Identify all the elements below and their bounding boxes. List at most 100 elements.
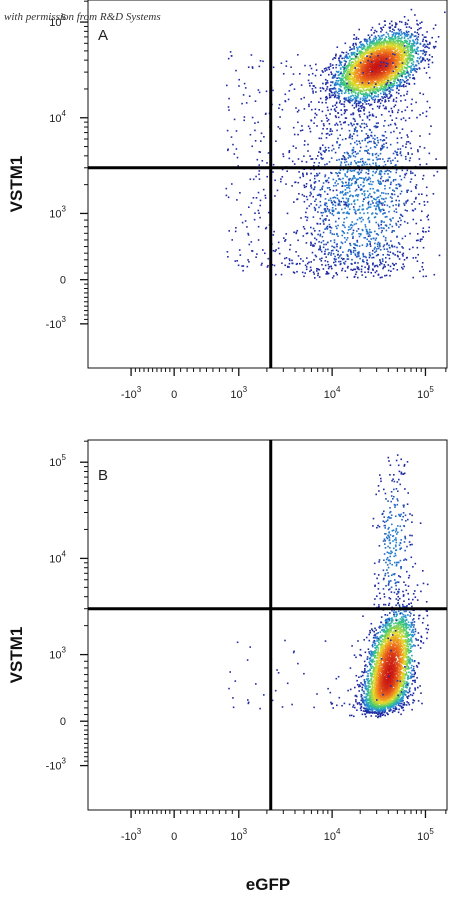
event-point (416, 41, 419, 43)
event-point (327, 146, 330, 149)
event-point (370, 29, 373, 31)
event-point (377, 274, 380, 276)
event-point (381, 50, 383, 53)
event-point (363, 54, 365, 57)
event-point (376, 80, 379, 83)
event-point (385, 107, 387, 110)
event-point (365, 176, 367, 179)
event-point (397, 37, 400, 40)
event-point (346, 66, 349, 68)
event-point (310, 226, 312, 229)
event-point (293, 133, 296, 136)
event-point (325, 82, 327, 84)
event-point (352, 83, 355, 86)
event-point (388, 72, 390, 75)
event-point (352, 175, 355, 177)
event-point (374, 85, 377, 87)
event-point (391, 110, 394, 112)
event-point (353, 118, 356, 121)
event-point (346, 253, 348, 256)
event-point (421, 58, 424, 60)
event-point (363, 82, 365, 84)
event-point (327, 272, 330, 275)
event-point (331, 207, 334, 209)
event-point (398, 43, 401, 46)
event-point (382, 198, 385, 201)
event-point (363, 69, 365, 72)
event-point (395, 184, 398, 186)
event-point (368, 58, 370, 61)
event-point (389, 160, 392, 162)
event-point (379, 170, 381, 173)
event-point (398, 35, 400, 37)
event-point (335, 102, 338, 105)
event-point (393, 48, 396, 51)
event-point (328, 66, 330, 69)
event-point (381, 96, 383, 98)
event-point (363, 237, 365, 239)
event-point (340, 109, 342, 111)
event-point (393, 55, 395, 58)
event-point (278, 103, 281, 106)
event-point (389, 67, 391, 69)
event-point (356, 244, 358, 247)
event-point (374, 230, 376, 233)
event-point (399, 251, 401, 253)
event-point (349, 195, 351, 197)
event-point (395, 204, 397, 206)
event-point (357, 59, 359, 62)
event-point (434, 45, 437, 48)
event-point (375, 171, 377, 173)
event-point (397, 65, 400, 68)
event-point (369, 52, 372, 54)
event-point (390, 71, 393, 73)
event-point (383, 125, 385, 127)
event-point (395, 24, 397, 26)
event-point (383, 39, 385, 42)
event-point (332, 275, 335, 277)
event-point (391, 56, 393, 58)
event-point (405, 51, 408, 54)
event-point (378, 70, 380, 72)
event-point (389, 47, 392, 49)
event-point (299, 129, 302, 132)
event-point (369, 73, 372, 75)
event-point (415, 35, 417, 37)
event-point (331, 149, 333, 152)
event-point (335, 106, 338, 109)
event-point (416, 23, 418, 25)
event-point (405, 77, 408, 79)
event-point (324, 175, 326, 178)
event-point (366, 208, 368, 210)
event-point (398, 89, 400, 91)
event-point (411, 59, 414, 61)
event-point (426, 58, 429, 60)
event-point (332, 214, 335, 217)
event-point (339, 83, 341, 86)
event-point (350, 179, 353, 181)
event-point (400, 61, 403, 63)
event-point (343, 57, 345, 59)
event-point (414, 31, 416, 33)
event-point (330, 199, 332, 202)
event-point (405, 34, 408, 36)
event-point (396, 187, 398, 190)
event-point (385, 87, 387, 90)
event-point (368, 163, 371, 166)
event-point (352, 85, 354, 87)
event-point (393, 84, 396, 87)
event-point (420, 219, 422, 221)
event-point (390, 42, 393, 45)
event-point (344, 193, 346, 195)
event-point (368, 65, 370, 68)
event-point (325, 227, 328, 229)
event-point (363, 261, 365, 263)
event-point (351, 224, 354, 227)
event-point (426, 31, 428, 33)
event-point (412, 40, 414, 42)
event-point (390, 68, 392, 71)
event-point (360, 107, 363, 109)
event-point (350, 123, 353, 125)
event-point (347, 64, 349, 67)
event-point (373, 64, 375, 66)
